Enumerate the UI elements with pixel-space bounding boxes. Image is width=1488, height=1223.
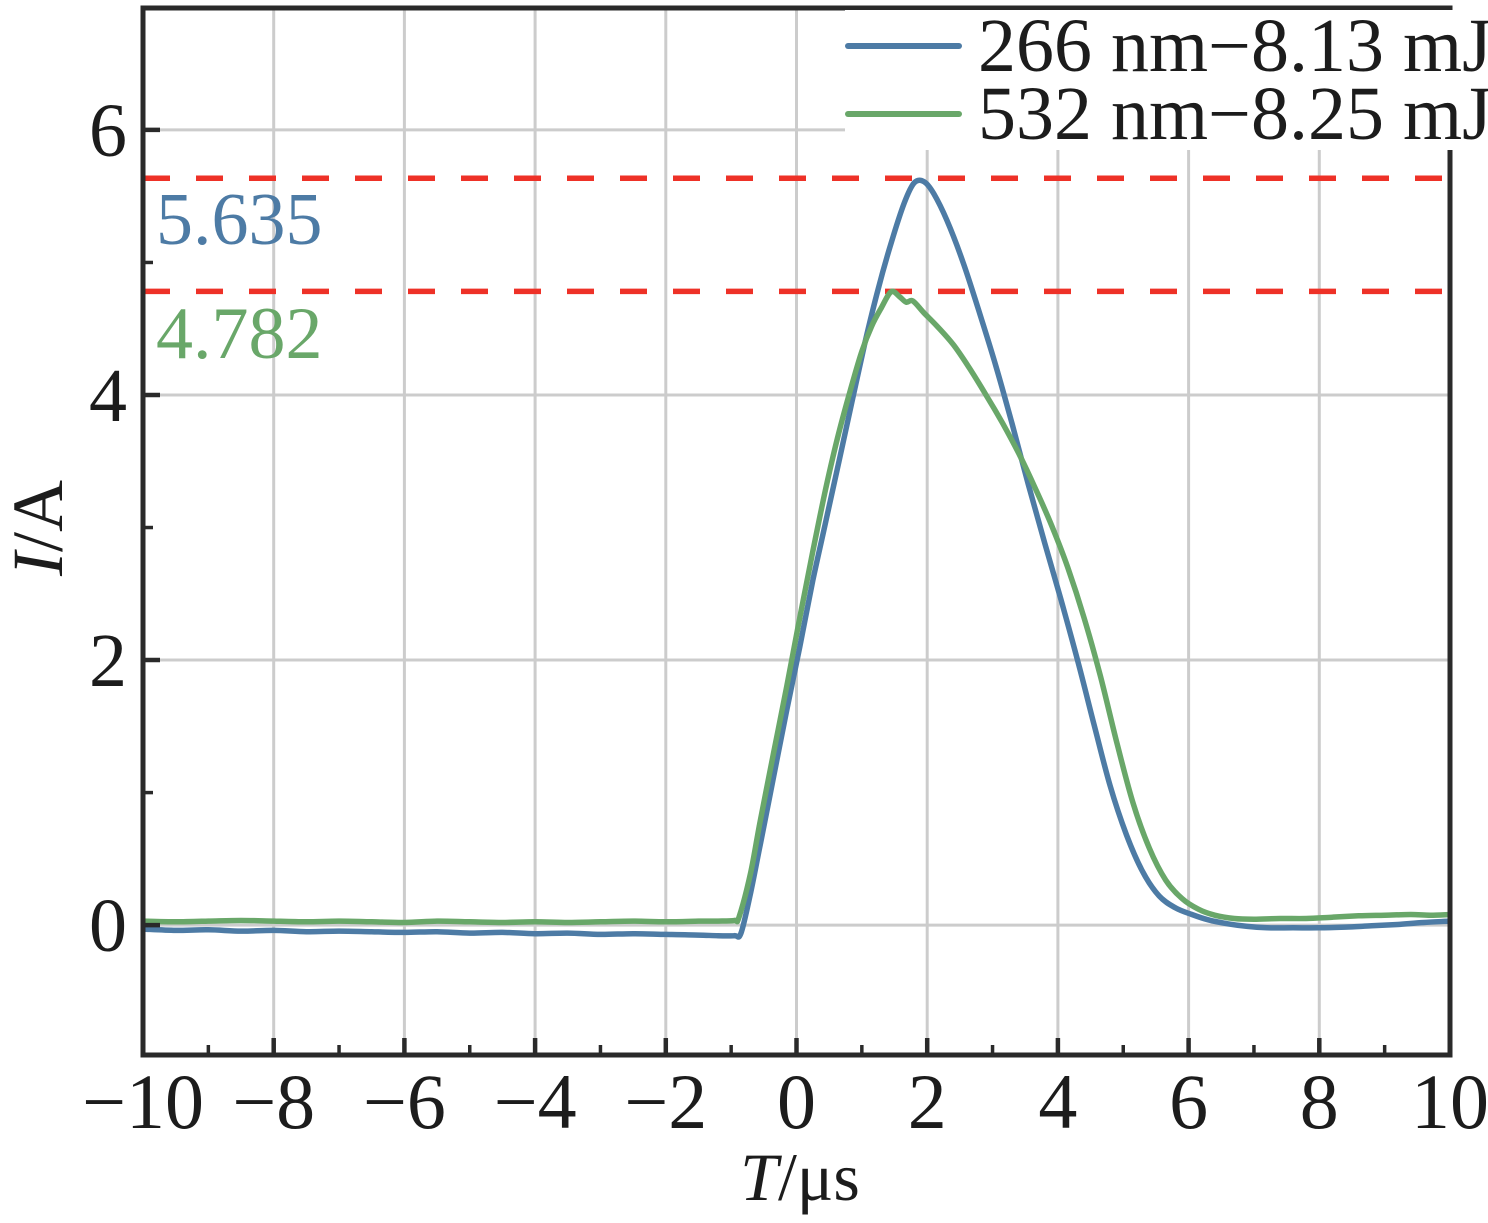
peak-value-label-266nm: 5.635 xyxy=(156,179,323,261)
x-tick-label: −8 xyxy=(232,1058,315,1145)
x-axis-variable: T xyxy=(740,1139,778,1215)
x-axis-label: T/μs xyxy=(650,1143,950,1211)
x-axis-unit: /μs xyxy=(778,1139,860,1215)
legend-swatch-266nm-line xyxy=(845,43,962,49)
curve-266nm xyxy=(143,177,1450,940)
y-tick-label: 6 xyxy=(89,89,127,173)
peak-value-label-532nm: 4.782 xyxy=(156,293,323,375)
legend-label-266nm: 266 nm−8.13 mJ xyxy=(978,4,1488,88)
y-tick-label: 4 xyxy=(89,354,127,438)
y-tick-label: 0 xyxy=(89,884,127,968)
legend-item-266nm: 266 nm−8.13 mJ xyxy=(845,8,1488,84)
x-tick-label: 10 xyxy=(1411,1058,1488,1145)
x-tick-label: −2 xyxy=(624,1058,707,1145)
curve-532nm xyxy=(143,288,1450,926)
legend-item-532nm: 532 nm−8.25 mJ xyxy=(845,76,1488,152)
legend-label-532nm: 532 nm−8.25 mJ xyxy=(978,72,1488,156)
x-tick-label: 8 xyxy=(1300,1058,1339,1145)
y-axis-variable: I xyxy=(0,552,78,576)
y-axis-unit: /A xyxy=(0,480,78,553)
x-tick-label: 4 xyxy=(1038,1058,1077,1145)
x-tick-label: 6 xyxy=(1169,1058,1208,1145)
x-tick-label: −6 xyxy=(363,1058,446,1145)
legend: 266 nm−8.13 mJ 532 nm−8.25 mJ xyxy=(845,8,1488,152)
x-tick-label: −4 xyxy=(494,1058,577,1145)
x-tick-label: 0 xyxy=(777,1058,816,1145)
x-tick-label: 2 xyxy=(908,1058,947,1145)
x-tick-label: −10 xyxy=(82,1058,204,1145)
y-axis-label: I/A xyxy=(0,418,78,638)
legend-swatch-532nm-line xyxy=(845,111,962,117)
y-tick-label: 2 xyxy=(89,619,127,703)
